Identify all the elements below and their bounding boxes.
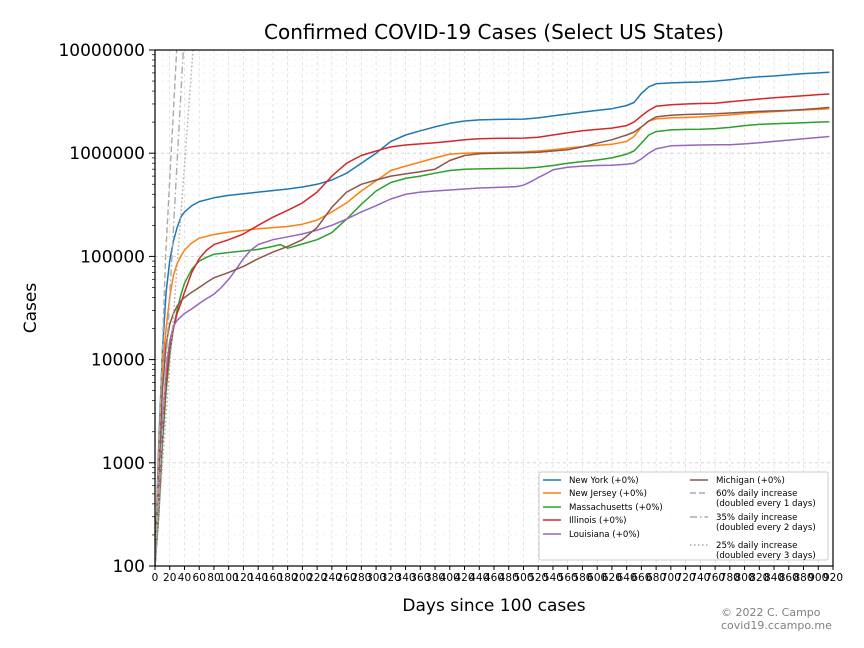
x-tick-label: 440 <box>469 572 489 584</box>
x-tick-label: 480 <box>499 572 519 584</box>
x-tick-label: 100 <box>219 572 239 584</box>
x-tick-label: 380 <box>425 572 445 584</box>
x-axis-label: Days since 100 cases <box>402 596 585 616</box>
x-tick-label: 920 <box>823 572 843 584</box>
series-layer <box>155 50 830 566</box>
x-axis: 0 20 40 60 801001201401601802002202402602803… <box>152 566 843 584</box>
series-line-1 <box>155 107 830 566</box>
x-tick-label: 240 <box>322 572 342 584</box>
x-tick-label: 320 <box>381 572 401 584</box>
x-tick-label: 580 <box>572 572 592 584</box>
chart-title: Confirmed COVID-19 Cases (Select US Stat… <box>264 20 724 44</box>
x-tick-label: 760 <box>705 572 725 584</box>
x-tick-label: 620 <box>602 572 622 584</box>
legend-label: Illinois (+0%) <box>569 516 627 526</box>
series-line-5 <box>155 106 830 566</box>
x-tick-label: 200 <box>292 572 312 584</box>
x-tick-label: 300 <box>366 572 386 584</box>
x-tick-label: 860 <box>779 572 799 584</box>
legend: New York (+0%) New Jersey (+0%) Massachuse… <box>538 471 829 561</box>
x-tick-label: 500 <box>513 572 533 584</box>
x-tick-label: 700 <box>661 572 681 584</box>
x-tick-label: 180 <box>278 572 298 584</box>
x-tick-label: 640 <box>617 572 637 584</box>
x-tick-label: 880 <box>793 572 813 584</box>
x-tick-label: 280 <box>351 572 371 584</box>
series-line-0 <box>155 71 830 566</box>
x-tick-label: 0 <box>152 572 159 584</box>
credit-line-2: covid19.ccampo.me <box>721 619 832 632</box>
x-tick-label: 520 <box>528 572 548 584</box>
x-tick-label: 800 <box>735 572 755 584</box>
x-tick-label: 540 <box>543 572 563 584</box>
legend-label-line-2: (doubled every 1 days) <box>716 499 816 509</box>
y-tick-label: 10000000 <box>58 41 145 61</box>
x-tick-label: 20 <box>163 572 176 584</box>
y-axis: 100 1000 10000 100000 1000000 10000000 <box>58 41 155 577</box>
x-tick-label: 780 <box>720 572 740 584</box>
credit-line-1: © 2022 C. Campo <box>721 606 821 619</box>
x-tick-label: 840 <box>764 572 784 584</box>
x-tick-label: 740 <box>690 572 710 584</box>
x-tick-label: 360 <box>410 572 430 584</box>
y-tick-label: 10000 <box>91 351 145 371</box>
x-tick-label: 820 <box>749 572 769 584</box>
legend-label: 25% daily increase <box>716 541 797 551</box>
series-line-6 <box>155 50 178 566</box>
x-tick-label: 900 <box>808 572 828 584</box>
y-tick-label: 1000000 <box>69 144 145 164</box>
legend-label: Louisiana (+0%) <box>569 530 640 540</box>
x-tick-label: 420 <box>454 572 474 584</box>
legend-label: Michigan (+0%) <box>716 476 785 486</box>
legend-label: New York (+0%) <box>569 476 639 486</box>
x-tick-label: 660 <box>631 572 651 584</box>
series-line-7 <box>155 50 184 566</box>
legend-label-line-2: (doubled every 2 days) <box>716 523 816 533</box>
legend-label: 60% daily increase <box>716 489 797 499</box>
x-tick-label: 120 <box>233 572 253 584</box>
x-tick-label: 140 <box>248 572 268 584</box>
x-tick-label: 680 <box>646 572 666 584</box>
series-line-3 <box>155 93 830 566</box>
x-tick-label: 40 <box>178 572 191 584</box>
x-tick-label: 560 <box>558 572 578 584</box>
x-tick-label: 220 <box>307 572 327 584</box>
x-tick-label: 60 <box>193 572 206 584</box>
x-tick-label: 600 <box>587 572 607 584</box>
legend-label: Massachusetts (+0%) <box>569 503 663 513</box>
x-tick-label: 260 <box>337 572 357 584</box>
x-tick-label: 160 <box>263 572 283 584</box>
series-line-4 <box>155 135 830 566</box>
x-tick-label: 460 <box>484 572 504 584</box>
legend-box <box>538 471 829 561</box>
legend-label: 35% daily increase <box>716 513 797 523</box>
legend-label: New Jersey (+0%) <box>569 489 647 499</box>
x-tick-label: 720 <box>676 572 696 584</box>
legend-label-line-2: (doubled every 3 days) <box>716 551 816 561</box>
series-line-8 <box>155 50 194 566</box>
x-tick-label: 400 <box>440 572 460 584</box>
x-tick-label: 340 <box>396 572 416 584</box>
y-axis-label: Cases <box>21 283 41 334</box>
y-tick-label: 100 <box>113 557 145 577</box>
x-tick-label: 80 <box>207 572 220 584</box>
y-tick-label: 1000 <box>102 454 145 474</box>
y-tick-label: 100000 <box>80 247 145 267</box>
